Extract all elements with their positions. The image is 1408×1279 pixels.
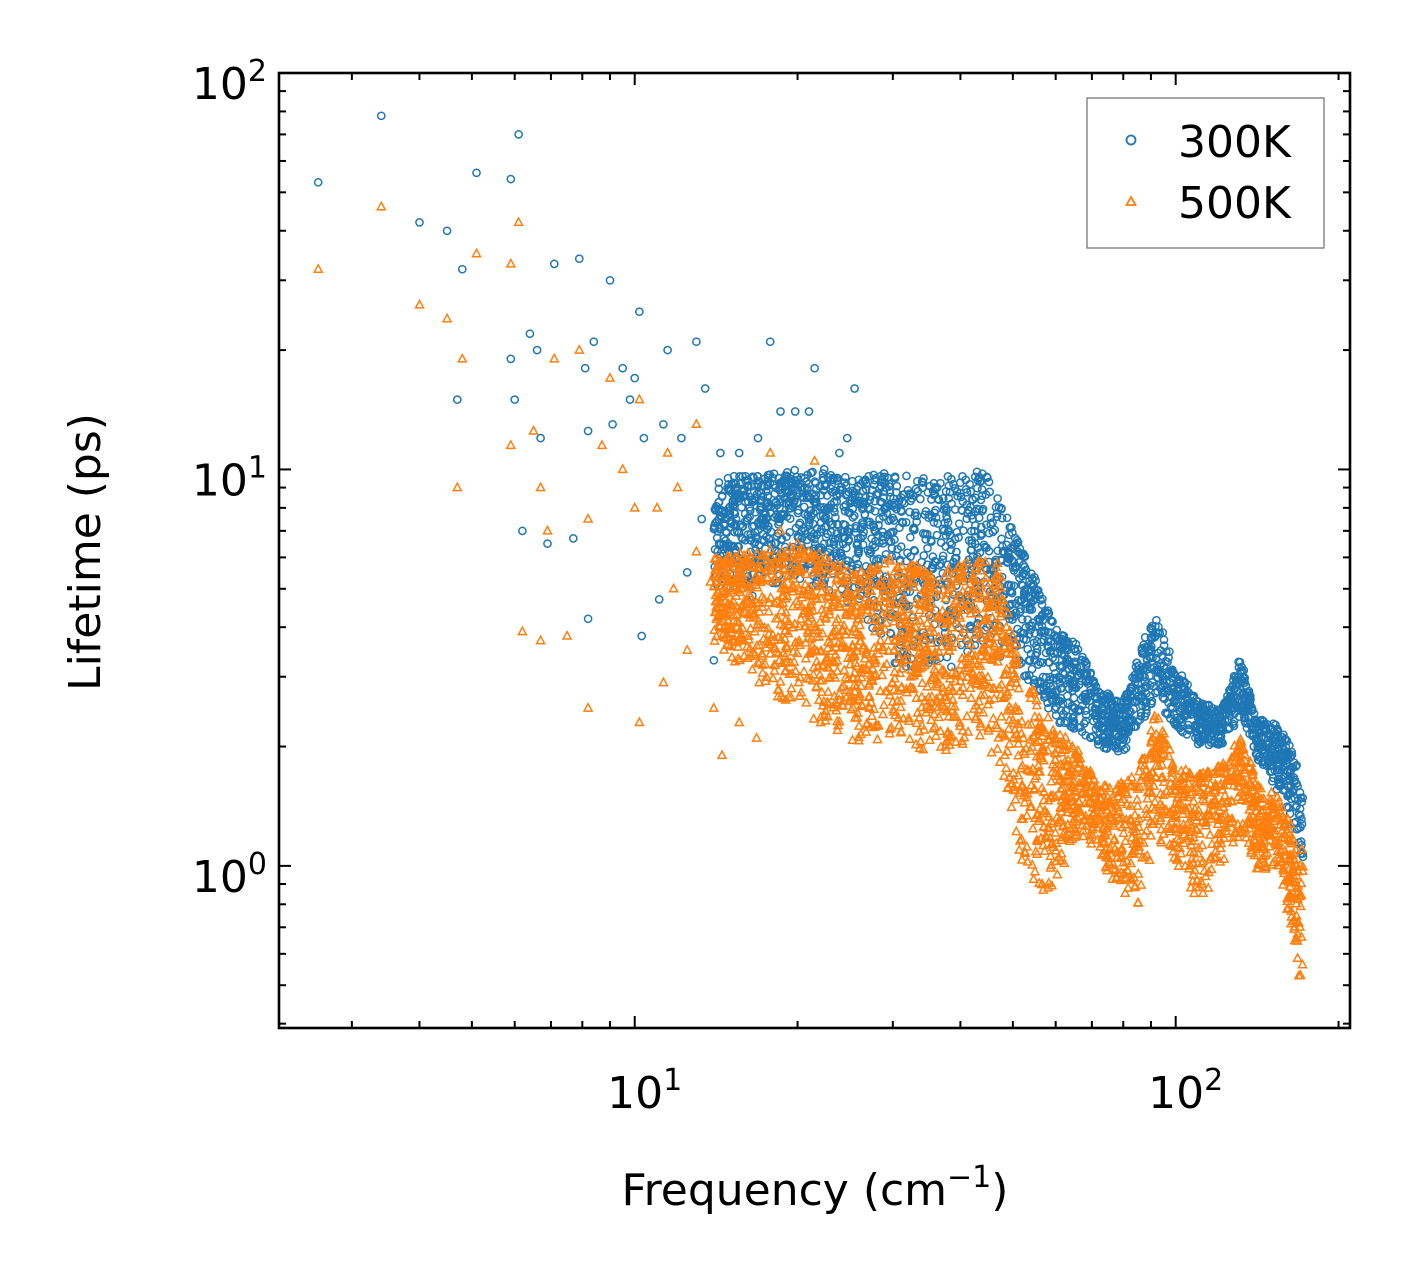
data-point-cloud-300K — [902, 471, 911, 481]
data-point-cloud-300K — [1291, 802, 1301, 812]
data-point-cloud-300K — [825, 544, 835, 553]
data-point-cloud-300K — [894, 497, 904, 507]
data-point-cloud-300K — [997, 513, 1007, 523]
data-point-cloud-300K — [1063, 698, 1073, 708]
data-point-cloud-300K — [1027, 664, 1037, 674]
data-point-cloud-300K — [1021, 671, 1031, 680]
data-point-cloud-300K — [1147, 696, 1157, 706]
data-point-cloud-300K — [905, 532, 915, 542]
data-point-cloud-300K — [976, 495, 986, 505]
data-point-cloud-300K — [1002, 513, 1012, 523]
data-point-cloud-300K — [1294, 810, 1304, 819]
data-point-cloud-300K — [745, 503, 755, 512]
data-point-cloud-300K — [1067, 701, 1077, 711]
data-point-cloud-300K — [962, 514, 972, 524]
data-point-cloud-300K — [1119, 745, 1129, 755]
data-point-cloud-300K — [714, 540, 724, 550]
data-point-cloud-300K — [1049, 662, 1058, 672]
data-point-cloud-300K — [1056, 717, 1066, 726]
data-point-cloud-300K — [769, 469, 779, 479]
data-point-cloud-300K — [1137, 643, 1147, 653]
data-point-cloud-300K — [832, 529, 841, 538]
data-point-cloud-300K — [1009, 557, 1018, 567]
data-point-cloud-300K — [1161, 708, 1170, 718]
data-point-cloud-300K — [932, 530, 942, 540]
data-point-cloud-300K — [831, 512, 840, 522]
data-point-cloud-300K — [1204, 740, 1214, 750]
data-point-cloud-300K — [1165, 647, 1174, 656]
data-point-cloud-300K — [1158, 628, 1168, 637]
data-point-cloud-300K — [988, 527, 998, 537]
data-point-cloud-300K — [853, 559, 863, 569]
scatter-layer — [312, 111, 1309, 980]
data-point-cloud-300K — [954, 519, 964, 529]
data-point-cloud-300K — [857, 522, 867, 532]
